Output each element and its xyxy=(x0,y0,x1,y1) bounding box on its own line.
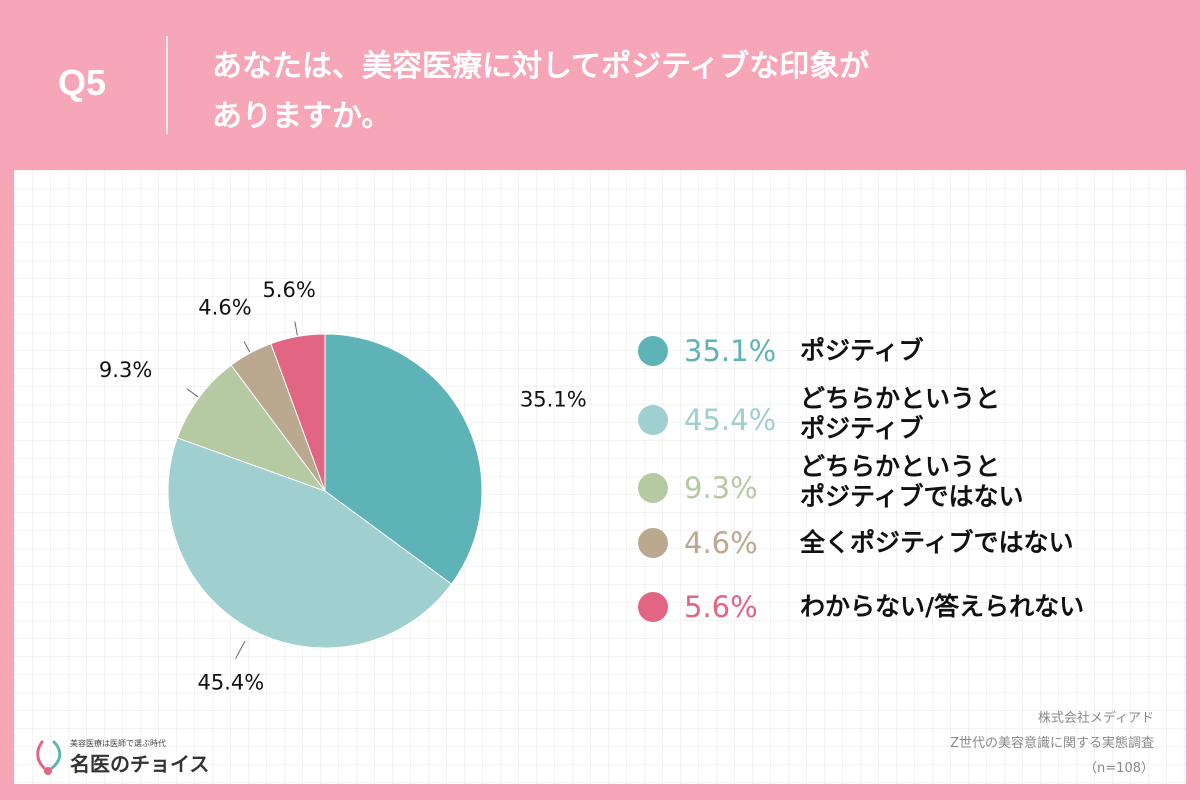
legend-label: ポジティブ xyxy=(800,336,924,365)
leader-line xyxy=(186,388,199,398)
legend-label: わからない/答えられない xyxy=(800,592,1085,621)
pie-slice-somewhat-positive xyxy=(167,437,453,649)
leader-line xyxy=(243,341,251,353)
legend-label: 全くポジティブではない xyxy=(800,528,1074,557)
logo-name: 名医のチョイス xyxy=(70,752,210,776)
pie-slice-unknown xyxy=(270,333,326,492)
leader-line xyxy=(235,640,246,659)
logo-tagline: 美容医療は医師で選ぶ時代 xyxy=(70,739,166,748)
source-note: 株式会社メディアド Z世代の美容意識に関する実態調査 （n=108） xyxy=(950,706,1154,781)
leader-line xyxy=(294,321,298,336)
slice-label-not-positive: 4.6% xyxy=(198,295,251,319)
question-text: あなたは、美容医療に対してポジティブな印象が ありますか。 xyxy=(212,42,869,142)
pie-slice-somewhat-not-positive xyxy=(176,364,327,493)
brand-logo: 美容医療は医師で選ぶ時代 名医のチョイス xyxy=(32,736,222,780)
legend-item-somewhat-not-positive: 9.3% どちらかというと ポジティブではない xyxy=(638,452,1178,512)
legend-percent: 45.4% xyxy=(684,403,777,437)
header-divider xyxy=(166,36,168,134)
source-company: 株式会社メディアド xyxy=(1037,711,1154,726)
slice-label-somewhat-positive: 45.4% xyxy=(197,670,264,694)
legend-dot xyxy=(638,528,668,558)
legend-item-not-positive: 4.6% 全くポジティブではない xyxy=(638,524,1178,584)
legend-item-somewhat-positive: 45.4% どちらかというと ポジティブ xyxy=(638,384,1178,444)
source-survey: Z世代の美容意識に関する実態調査 xyxy=(950,736,1154,751)
legend-dot xyxy=(638,592,668,622)
stethoscope-heart-icon xyxy=(36,740,62,775)
slice-label-somewhat-not-positive: 9.3% xyxy=(99,358,152,382)
pie-chart: 35.1% 45.4% 9.3% 4.6% 5.6% xyxy=(99,278,587,694)
legend-dot xyxy=(638,336,668,366)
legend-item-positive: 35.1% ポジティブ xyxy=(638,332,1178,392)
chart-panel: 35.1% 45.4% 9.3% 4.6% 5.6% 35.1% ポジティブ 45.4%… xyxy=(14,170,1186,784)
slice-label-positive: 35.1% xyxy=(520,388,587,412)
pie-slice-positive xyxy=(324,333,483,585)
legend-percent: 5.6% xyxy=(684,590,758,624)
legend-dot xyxy=(638,405,668,435)
legend-percent: 35.1% xyxy=(684,334,777,368)
source-sample-size: （n=108） xyxy=(1084,761,1154,776)
question-line-1: あなたは、美容医療に対してポジティブな印象が xyxy=(212,49,870,84)
legend-label: どちらかというと ポジティブではない xyxy=(800,452,1024,511)
question-number: Q5 xyxy=(58,62,107,103)
legend-percent: 9.3% xyxy=(684,471,758,505)
legend-label: どちらかというと ポジティブ xyxy=(800,384,1001,443)
legend-dot xyxy=(638,473,668,503)
slice-label-unknown: 5.6% xyxy=(262,278,315,302)
legend-item-unknown: 5.6% わからない/答えられない xyxy=(638,588,1178,648)
legend-percent: 4.6% xyxy=(684,526,758,560)
question-line-2: ありますか。 xyxy=(212,99,392,134)
header: Q5 あなたは、美容医療に対してポジティブな印象が ありますか。 xyxy=(0,0,1200,170)
